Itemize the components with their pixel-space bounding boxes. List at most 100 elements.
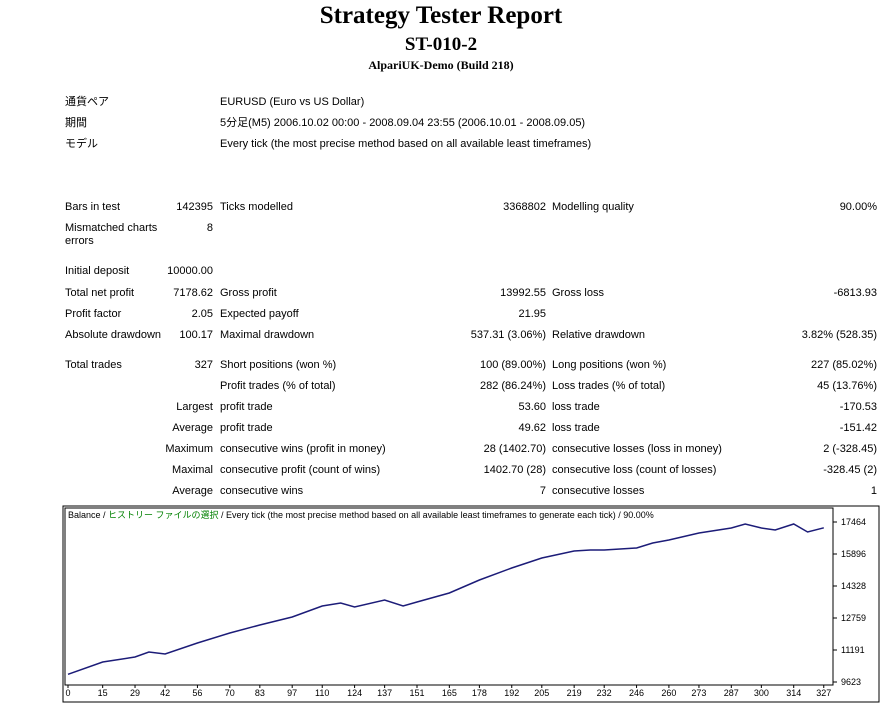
table-cell: profit trade: [220, 401, 273, 413]
y-tick-label: 17464: [841, 517, 866, 527]
table-cell: loss trade: [552, 401, 600, 413]
table-cell: Modelling quality: [552, 201, 634, 213]
table-cell: Ticks modelled: [220, 201, 293, 213]
x-tick-label: 42: [160, 688, 170, 698]
table-cell: Maximum: [165, 443, 213, 455]
x-tick-label: 327: [816, 688, 831, 698]
table-cell: Loss trades (% of total): [552, 380, 666, 392]
x-tick-label: 124: [347, 688, 362, 698]
table-cell: 90.00%: [839, 201, 877, 213]
table-cell: Long positions (won %): [552, 359, 667, 371]
table-cell: 7178.62: [173, 287, 213, 299]
legend-part: / Every tick (the most precise method ba…: [219, 510, 654, 520]
x-tick-label: 56: [192, 688, 202, 698]
table-cell: 227 (85.02%): [810, 359, 877, 371]
info-label: モデル: [65, 138, 98, 150]
table-cell: 100.17: [179, 329, 213, 341]
legend-part: ヒストリー ファイルの選択: [108, 509, 219, 520]
info-value: Every tick (the most precise method base…: [220, 138, 592, 150]
x-tick-label: 70: [225, 688, 235, 698]
table-cell: Gross profit: [220, 287, 277, 299]
table-cell: 53.60: [518, 401, 546, 413]
table-cell: 7: [539, 485, 546, 497]
table-cell: Profit factor: [65, 308, 122, 320]
table-cell: -6813.93: [833, 287, 877, 299]
table-cell: 3368802: [503, 201, 546, 213]
table-cell: 28 (1402.70): [483, 443, 546, 455]
table-cell: 1402.70 (28): [483, 464, 546, 476]
table-cell: consecutive loss (count of losses): [552, 464, 717, 476]
x-tick-label: 205: [534, 688, 549, 698]
table-cell: loss trade: [552, 422, 600, 434]
x-tick-label: 300: [754, 688, 769, 698]
table-cell: 45 (13.76%): [817, 380, 877, 392]
table-cell: consecutive wins (profit in money): [220, 443, 386, 455]
table-cell: -328.45 (2): [823, 464, 877, 476]
table-cell: Total trades: [65, 359, 122, 371]
balance-line: [67, 523, 824, 676]
table-cell: consecutive losses (loss in money): [552, 443, 722, 455]
plot-area: [64, 507, 834, 686]
table-cell: 537.31 (3.06%): [470, 329, 546, 341]
x-tick-label: 0: [65, 688, 70, 698]
x-tick-label: 83: [255, 688, 265, 698]
table-cell: profit trade: [220, 422, 273, 434]
info-value: EURUSD (Euro vs US Dollar): [220, 96, 365, 108]
y-tick-label: 15896: [841, 549, 866, 559]
y-tick-label: 9623: [841, 677, 861, 687]
table-cell: 21.95: [518, 308, 546, 320]
x-tick-label: 110: [315, 688, 329, 698]
x-tick-label: 178: [472, 688, 487, 698]
info-label: 期間: [65, 117, 87, 129]
x-tick-label: 314: [786, 688, 801, 698]
y-tick-label: 11191: [841, 645, 865, 655]
x-tick-label: 97: [287, 688, 297, 698]
table-cell: Mismatched charts errors: [65, 222, 158, 247]
table-cell: 2.05: [191, 308, 213, 320]
x-tick-label: 192: [504, 688, 519, 698]
x-tick-label: 273: [691, 688, 706, 698]
x-tick-label: 15: [98, 688, 108, 698]
table-cell: 10000.00: [167, 265, 213, 277]
table-cell: 8: [206, 222, 213, 234]
table-cell: Short positions (won %): [220, 359, 337, 371]
table-cell: 282 (86.24%): [479, 380, 546, 392]
y-tick-label: 14328: [841, 581, 866, 591]
y-tick-label: 12759: [841, 613, 866, 623]
table-cell: Largest: [176, 401, 213, 413]
table-cell: Initial deposit: [65, 265, 130, 277]
table-cell: Total net profit: [65, 287, 135, 299]
table-cell: consecutive wins: [220, 485, 304, 497]
table-cell: consecutive profit (count of wins): [220, 464, 381, 476]
table-cell: Expected payoff: [220, 308, 299, 320]
table-cell: Average: [172, 422, 213, 434]
table-cell: Maximal: [172, 464, 213, 476]
x-tick-label: 232: [597, 688, 612, 698]
table-cell: 327: [194, 359, 213, 371]
table-cell: 142395: [176, 201, 213, 213]
table-cell: 100 (89.00%): [479, 359, 546, 371]
table-cell: 3.82% (528.35): [801, 329, 877, 341]
x-tick-label: 137: [377, 688, 392, 698]
x-tick-label: 219: [567, 688, 582, 698]
server-name: AlpariUK-Demo (Build 218): [368, 58, 514, 72]
legend: Balance / ヒストリー ファイルの選択 / Every tick (th…: [68, 509, 654, 520]
table-cell: Bars in test: [65, 201, 121, 213]
table-cell: -170.53: [839, 401, 877, 413]
table-cell: consecutive losses: [552, 485, 645, 497]
x-tick-label: 151: [409, 688, 424, 698]
x-tick-label: 165: [442, 688, 457, 698]
table-cell: -151.42: [839, 422, 877, 434]
x-tick-label: 287: [724, 688, 739, 698]
table-cell: Relative drawdown: [552, 329, 645, 341]
table-cell: Maximal drawdown: [220, 329, 315, 341]
table-cell: 13992.55: [500, 287, 546, 299]
table-cell: Profit trades (% of total): [220, 380, 336, 392]
x-tick-label: 260: [661, 688, 676, 698]
table-cell: Gross loss: [552, 287, 604, 299]
x-tick-label: 246: [629, 688, 644, 698]
x-tick-label: 29: [130, 688, 140, 698]
table-cell: 1: [870, 485, 877, 497]
